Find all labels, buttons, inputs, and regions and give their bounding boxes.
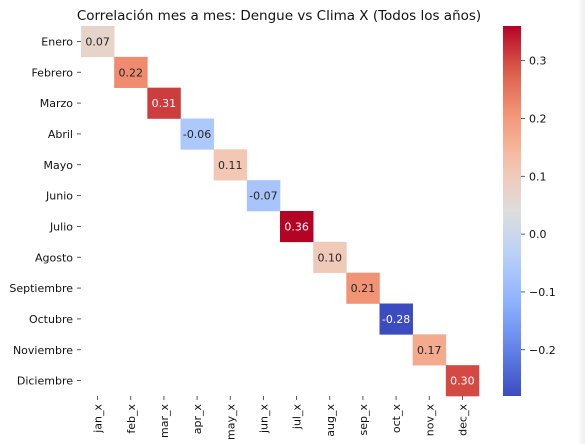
col-labels: jan_x feb_x mar_x apr_x may_x jun_x jul_x aug_x… [92,396,469,440]
heatmap-cell [412,334,447,366]
colorbar-tick-label: 0.2 [529,113,547,126]
row-labels: Enero Febrero Marzo Abril Mayo Junio Julio Agos… [9,35,81,388]
col-label: oct_x [390,404,403,434]
heatmap-cell [114,56,148,88]
heatmap-cell [346,272,380,304]
cell-annotation: 0.21 [351,282,376,295]
row-label: Octubre [29,313,73,326]
row-label: Noviembre [13,344,73,357]
row-label: Septiembre [9,282,73,295]
colorbar-tick-label: −0.2 [529,344,556,357]
heatmap-cell [246,180,281,212]
cell-annotation: 0.07 [85,35,110,48]
heatmap-cell [379,303,413,335]
row-label: Enero [41,35,73,48]
row-label: Diciembre [17,375,73,388]
heatmap-cell [313,241,347,273]
cell-annotation: 0.22 [119,66,144,79]
colorbar-tick-label: 0.1 [529,170,547,183]
heatmap-cell [280,211,314,243]
row-label: Febrero [31,66,73,79]
chart-title: Correlación mes a mes: Dengue vs Clima X… [77,8,481,24]
row-label: Junio [45,190,73,203]
colorbar [503,26,521,396]
row-label: Agosto [35,251,73,264]
colorbar-tick-label: 0.0 [529,228,547,241]
heatmap-cell [213,149,248,181]
col-label: apr_x [191,404,204,435]
cell-annotation: 0.17 [417,344,442,357]
heatmap-cell [445,365,480,397]
col-label: jan_x [92,404,105,434]
col-label: aug_x [324,404,337,437]
heatmap-cells: 0.07 0.22 0.31 -0.06 0.11 -0.07 0.36 0.10 0.21 -0… [81,26,480,397]
heatmap-cell [147,87,181,119]
row-label: Marzo [40,97,74,110]
cell-annotation: 0.36 [284,220,309,233]
row-label: Abril [48,128,73,141]
cell-annotation: 0.30 [450,375,475,388]
cell-annotation: 0.31 [152,97,177,110]
cell-annotation: -0.28 [382,313,410,326]
row-label: Julio [49,220,73,233]
colorbar-tick-label: −0.1 [529,286,556,299]
cell-annotation: 0.11 [218,159,243,172]
window-edge [577,0,585,444]
col-label: feb_x [125,404,138,434]
col-label: mar_x [158,404,171,438]
colorbar-ticks: 0.3 0.2 0.1 0.0 −0.1 −0.2 [521,55,556,357]
col-label: dec_x [456,404,469,436]
cell-annotation: -0.06 [183,128,211,141]
colorbar-tick-label: 0.3 [529,55,547,68]
cell-annotation: -0.07 [249,190,277,203]
row-label: Mayo [44,159,74,172]
heatmap-cell [81,26,115,58]
col-label: sep_x [357,404,370,436]
col-label: jun_x [257,404,270,434]
col-label: jul_x [291,404,304,431]
cell-annotation: 0.10 [318,251,343,264]
heatmap-cell [180,118,214,150]
col-label: may_x [224,404,237,440]
col-label: nov_x [423,404,436,437]
